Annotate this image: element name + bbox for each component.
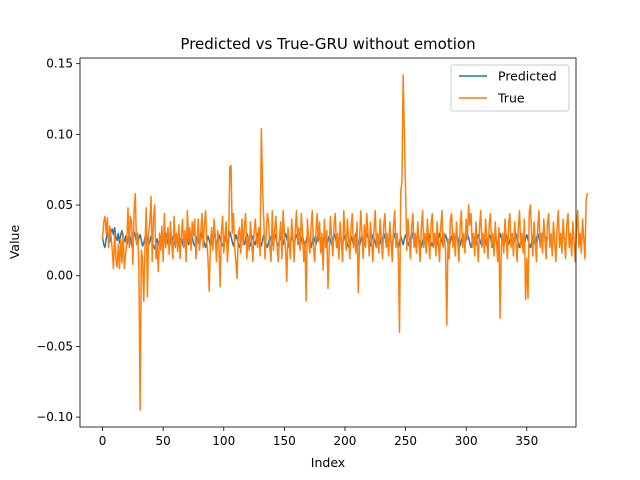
x-tick-label-7: 350 <box>515 434 538 448</box>
x-tick-label-6: 300 <box>455 434 478 448</box>
x-tick-label-1: 50 <box>156 434 171 448</box>
legend-label-predicted: Predicted <box>498 69 557 84</box>
y-tick-label-0: −0.10 <box>36 410 73 424</box>
y-axis-label: Value <box>7 225 22 260</box>
plot-area: 0 50 100 150 200 250 300 350 −0.10 −0.05 0.00 0.05 0… <box>36 57 589 448</box>
y-tick-label-2: 0.00 <box>46 269 73 283</box>
legend-label-true: True <box>497 91 525 106</box>
y-tick-label-1: −0.05 <box>36 339 73 353</box>
x-tick-label-4: 200 <box>334 434 357 448</box>
y-tick-label-5: 0.15 <box>46 57 73 71</box>
x-tick-label-2: 100 <box>212 434 235 448</box>
y-tick-label-3: 0.05 <box>46 198 73 212</box>
x-axis-label: Index <box>311 455 345 470</box>
x-tick-label-0: 0 <box>99 434 107 448</box>
y-tick-label-4: 0.10 <box>46 127 73 141</box>
legend: Predicted True <box>450 64 570 112</box>
series-line-true <box>101 74 589 411</box>
x-tick-label-3: 150 <box>273 434 296 448</box>
chart-title: Predicted vs True-GRU without emotion <box>180 35 475 53</box>
x-tick-label-5: 250 <box>394 434 417 448</box>
axes-frame <box>79 57 577 428</box>
